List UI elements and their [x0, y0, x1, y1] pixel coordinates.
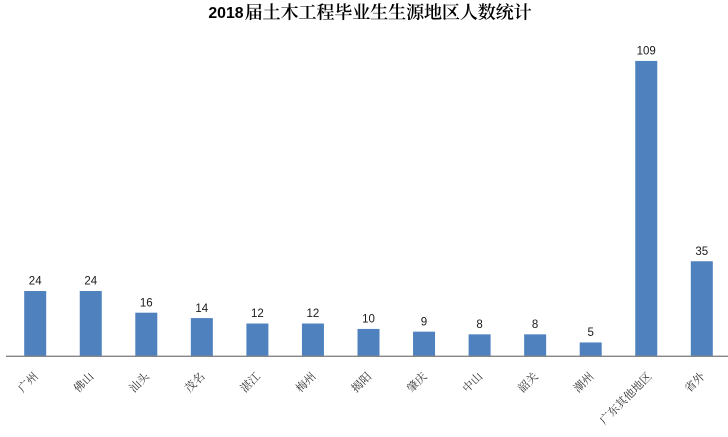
- svg-text:5: 5: [587, 327, 593, 339]
- svg-text:35: 35: [695, 246, 708, 258]
- svg-text:12: 12: [251, 308, 264, 320]
- svg-text:24: 24: [29, 276, 42, 288]
- svg-text:24: 24: [84, 276, 97, 288]
- svg-text:10: 10: [362, 314, 375, 326]
- svg-text:2018: 2018: [208, 5, 243, 22]
- svg-text:9: 9: [421, 316, 427, 328]
- svg-text:109: 109: [637, 46, 656, 58]
- svg-text:16: 16: [140, 297, 153, 309]
- svg-text:12: 12: [307, 308, 320, 320]
- svg-text:8: 8: [532, 319, 538, 331]
- svg-text:8: 8: [476, 319, 482, 331]
- svg-text:14: 14: [195, 303, 208, 315]
